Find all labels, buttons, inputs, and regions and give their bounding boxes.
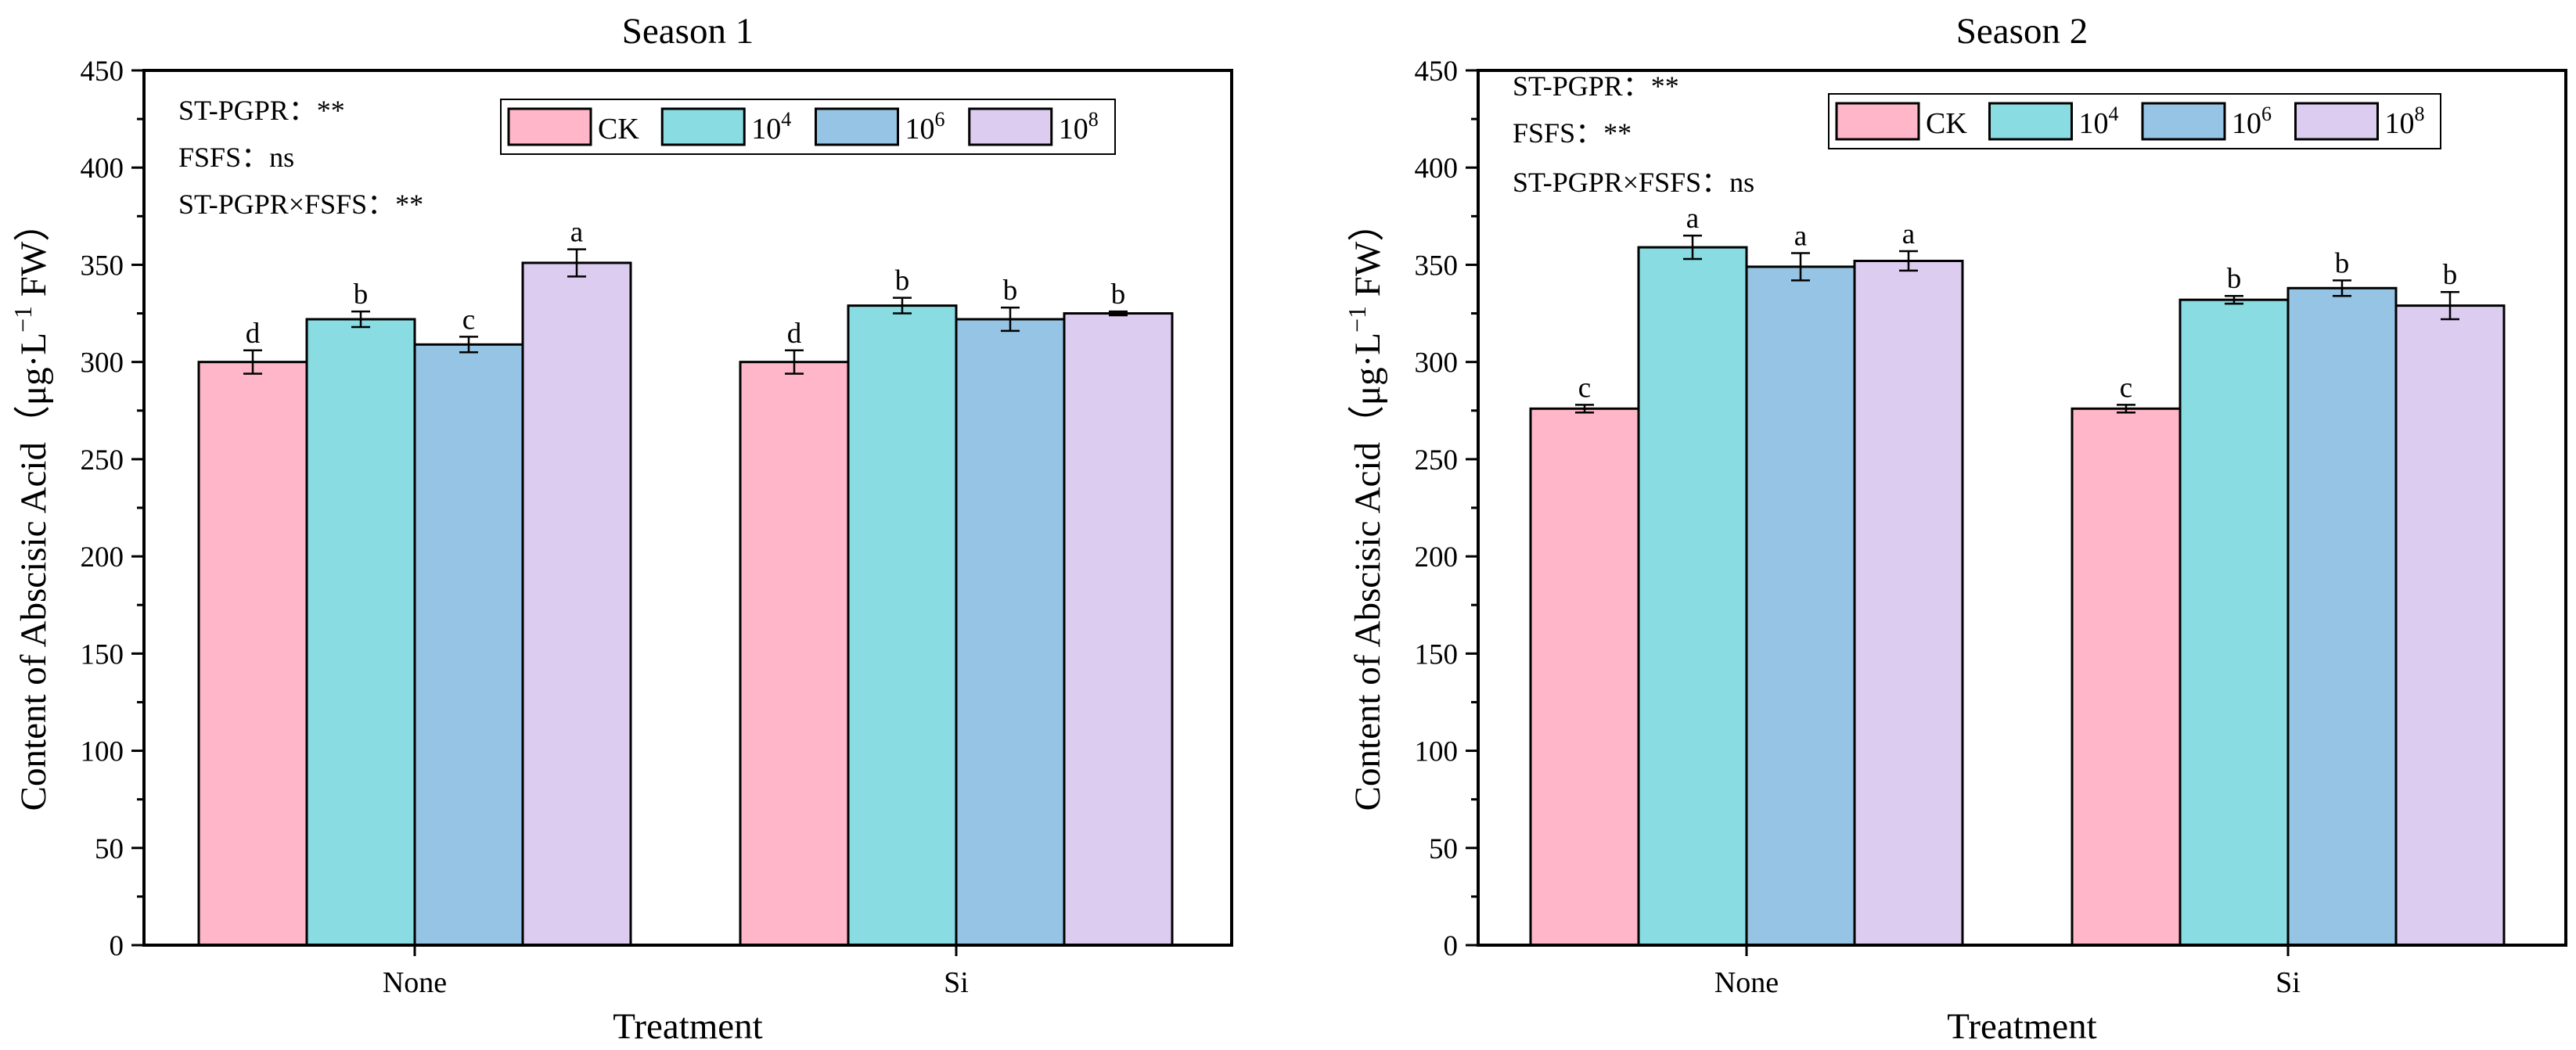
significance-letter: b	[1111, 279, 1126, 311]
x-tick-label: Si	[2276, 966, 2301, 999]
bar-10^6-Si	[955, 318, 1066, 947]
legend-label: 106	[2232, 102, 2272, 140]
bar-10^6-None	[1745, 265, 1856, 947]
stats-annotation: ST-PGPR×FSFS：ns	[1513, 167, 1754, 198]
significance-letter: a	[570, 217, 583, 249]
significance-letter: a	[1794, 221, 1807, 253]
y-tick-label: 300	[1415, 347, 1459, 379]
chart-panel-2: c c a b a b a b 0 50 100 150 200 250 300 350 400 450 None S…	[1343, 11, 2567, 1047]
y-tick-label: 250	[81, 444, 124, 476]
y-tick-label: 150	[81, 638, 124, 671]
legend-label: 108	[2385, 102, 2425, 140]
significance-letter: a	[1902, 218, 1915, 250]
legend-label: CK	[1926, 107, 1967, 140]
y-tick-label: 200	[1415, 541, 1459, 574]
bar-CK-None	[1529, 407, 1640, 947]
y-tick-label: 100	[81, 736, 124, 768]
significance-letter: b	[2227, 263, 2242, 295]
legend-swatch	[815, 107, 899, 146]
y-tick-label: 350	[81, 250, 124, 282]
y-tick-label: 150	[1415, 638, 1459, 671]
legend-label: 106	[905, 108, 945, 146]
stats-annotation: ST-PGPR：**	[178, 95, 345, 126]
significance-letter: c	[2120, 372, 2132, 404]
significance-letter: d	[787, 318, 802, 350]
legend-label: CK	[598, 113, 639, 146]
chart-panel-1: d d b b c b a b 0 50 100 150 200 250 300 350 400 450 None S…	[9, 11, 1233, 1047]
legend-swatch	[1835, 102, 1920, 141]
bar-10^4-Si	[2178, 298, 2290, 947]
stats-annotation: ST-PGPR×FSFS：**	[178, 189, 423, 220]
legend-swatch	[2141, 102, 2226, 141]
x-tick-label: None	[383, 966, 447, 999]
bar-10^8-None	[521, 261, 632, 947]
bar-CK-Si	[739, 361, 850, 947]
legend: CK 104 106 108	[500, 99, 1116, 155]
legend-label: 104	[2079, 102, 2119, 140]
x-tick-label: Si	[944, 966, 969, 999]
legend-swatch	[660, 107, 746, 146]
y-tick-label: 200	[81, 541, 124, 574]
stats-annotation: FSFS：**	[1513, 117, 1632, 149]
x-axis-title: Treatment	[1947, 1006, 2096, 1047]
panel-title: Season 1	[622, 11, 754, 52]
stats-annotation: ST-PGPR：**	[1513, 70, 1679, 102]
y-tick-label: 50	[1429, 833, 1458, 865]
stats-annotation: FSFS：ns	[178, 142, 294, 173]
bar-10^4-None	[1637, 246, 1748, 947]
y-tick-label: 300	[81, 347, 124, 379]
y-tick-label: 450	[1415, 56, 1459, 88]
legend-swatch	[2294, 102, 2379, 141]
significance-letter: c	[462, 304, 475, 336]
significance-letter: c	[1578, 372, 1591, 404]
legend: CK 104 106 108	[1828, 93, 2441, 149]
significance-letter: b	[895, 265, 910, 297]
significance-letter: b	[2443, 259, 2458, 291]
y-tick-label: 100	[1415, 736, 1459, 768]
significance-letter: b	[2335, 247, 2350, 279]
bar-10^8-Si	[1063, 312, 1174, 947]
significance-letter: a	[1686, 203, 1699, 235]
significance-letter: b	[354, 279, 369, 311]
legend-swatch	[507, 107, 592, 146]
significance-letter: b	[1003, 275, 1018, 307]
x-axis-title: Treatment	[613, 1006, 762, 1047]
bar-10^8-None	[1853, 259, 1964, 947]
bar-10^4-None	[305, 318, 416, 947]
bar-10^4-Si	[847, 304, 958, 947]
y-tick-label: 50	[95, 833, 124, 865]
legend-swatch	[968, 107, 1053, 146]
y-axis-title: Content of Abscisic Acid（μg·L−1 FW）	[1343, 205, 1388, 811]
y-tick-label: 0	[110, 930, 124, 962]
panel-title: Season 2	[1956, 11, 2088, 52]
legend-swatch	[1988, 102, 2073, 141]
y-tick-label: 450	[81, 56, 124, 88]
y-tick-label: 250	[1415, 444, 1459, 476]
bar-CK-None	[197, 361, 308, 947]
bar-10^6-Si	[2286, 286, 2398, 947]
significance-letter: d	[246, 318, 261, 350]
y-tick-label: 0	[1444, 930, 1459, 962]
bar-10^6-None	[413, 343, 524, 947]
y-axis-title: Content of Abscisic Acid（μg·L−1 FW）	[9, 205, 54, 811]
x-tick-label: None	[1714, 966, 1779, 999]
bar-CK-Si	[2071, 407, 2182, 947]
y-tick-label: 400	[81, 153, 124, 185]
bar-10^8-Si	[2394, 304, 2506, 947]
legend-label: 108	[1059, 108, 1099, 146]
y-tick-label: 400	[1415, 153, 1459, 185]
y-tick-label: 350	[1415, 250, 1459, 282]
legend-label: 104	[751, 108, 791, 146]
